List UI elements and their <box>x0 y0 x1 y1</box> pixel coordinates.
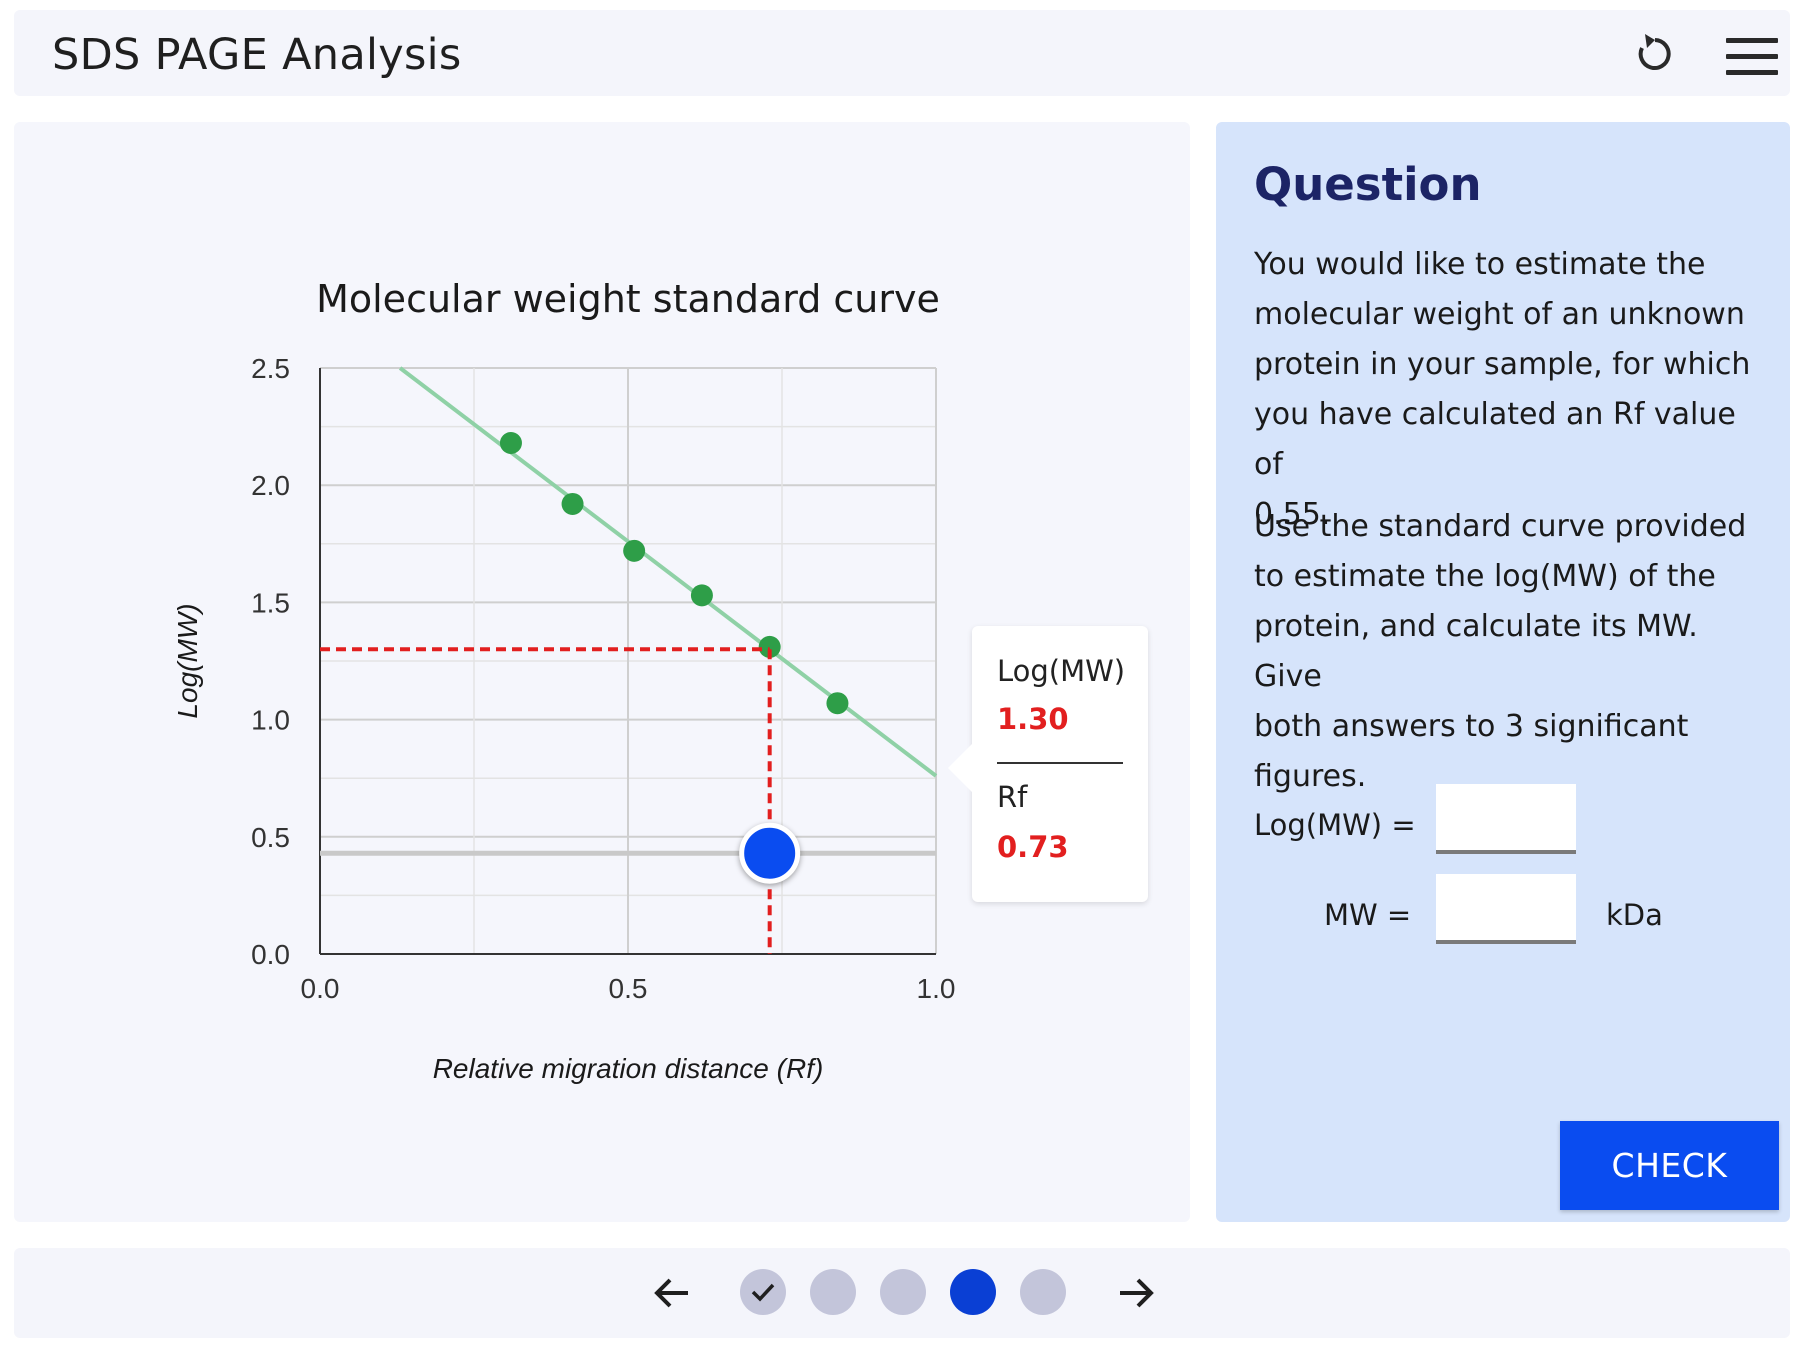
log-mw-label: Log(MW) = <box>1254 808 1416 842</box>
tooltip-rf-label: Rf <box>997 780 1028 814</box>
x-axis-label: Relative migration distance (Rf) <box>433 1053 824 1084</box>
y-tick-label: 2.0 <box>251 470 290 501</box>
mw-input[interactable] <box>1436 874 1576 944</box>
app-header: SDS PAGE Analysis <box>14 10 1790 96</box>
tooltip-rf-value: 0.73 <box>997 830 1069 864</box>
rf-slider-handle[interactable] <box>739 822 801 884</box>
question-line: You would like to estimate the <box>1254 247 1706 282</box>
step-navigation <box>14 1248 1790 1338</box>
chart-title: Molecular weight standard curve <box>316 277 940 321</box>
question-line: to estimate the log(MW) of the <box>1254 559 1716 594</box>
reset-icon <box>1638 34 1671 70</box>
data-point <box>758 635 781 658</box>
y-tick-label: 2.5 <box>251 353 290 384</box>
y-tick-label: 0.5 <box>251 822 290 853</box>
data-point <box>623 539 646 562</box>
step-5[interactable] <box>1020 1269 1066 1315</box>
question-paragraph-2: Use the standard curve provided to estim… <box>1254 502 1764 802</box>
question-line: protein in your sample, for which <box>1254 347 1751 382</box>
step-4-current[interactable] <box>950 1269 996 1315</box>
data-point <box>826 692 849 715</box>
hamburger-menu-icon <box>1726 38 1778 43</box>
tooltip-divider <box>997 762 1123 764</box>
question-panel: Question You would like to estimate the … <box>1216 122 1790 1222</box>
data-point <box>690 584 713 607</box>
chart-panel: Molecular weight standard curve 0.0 0.5 1.0… <box>14 122 1190 1222</box>
y-axis-label: Log(MW) <box>172 603 203 718</box>
step-3[interactable] <box>880 1269 926 1315</box>
y-tick-label: 1.0 <box>251 705 290 736</box>
question-paragraph-1: You would like to estimate the molecular… <box>1254 240 1764 540</box>
question-line: Use the standard curve provided <box>1254 509 1747 544</box>
question-line: molecular weight of an unknown <box>1254 297 1745 332</box>
mw-label: MW = <box>1324 898 1412 932</box>
arrow-right-icon <box>1120 1278 1154 1308</box>
next-button[interactable] <box>1110 1268 1160 1318</box>
x-tick-label: 0.5 <box>609 973 648 1004</box>
reset-button[interactable] <box>1629 28 1681 80</box>
step-1-completed[interactable] <box>740 1269 786 1315</box>
menu-button[interactable] <box>1726 38 1778 78</box>
arrow-left-icon <box>654 1278 688 1308</box>
tooltip-log-label: Log(MW) <box>997 654 1126 688</box>
app-title: SDS PAGE Analysis <box>52 30 462 80</box>
log-mw-input[interactable] <box>1436 784 1576 854</box>
standard-curve-chart: Molecular weight standard curve 0.0 0.5 1.0… <box>172 277 956 1084</box>
question-line: 0.55. <box>1254 497 1331 532</box>
question-line: both answers to 3 significant <box>1254 709 1689 744</box>
step-2[interactable] <box>810 1269 856 1315</box>
question-title: Question <box>1254 158 1482 211</box>
question-line: protein, and calculate its MW. Give <box>1254 609 1698 694</box>
y-tick-label: 0.0 <box>251 939 290 970</box>
previous-button[interactable] <box>648 1268 698 1318</box>
value-tooltip: Log(MW) 1.30 Rf 0.73 <box>948 626 1148 902</box>
x-tick-label: 1.0 <box>917 973 956 1004</box>
tooltip-log-value: 1.30 <box>997 702 1069 736</box>
question-line: you have calculated an Rf value of <box>1254 397 1736 482</box>
data-point <box>561 492 584 515</box>
checkmark-icon <box>751 1283 775 1302</box>
question-line: figures. <box>1254 759 1367 794</box>
y-tick-label: 1.5 <box>251 587 290 618</box>
check-button[interactable]: CHECK <box>1560 1121 1779 1210</box>
x-tick-label: 0.0 <box>301 973 340 1004</box>
mw-unit-label: kDa <box>1606 898 1663 932</box>
data-point <box>499 432 522 455</box>
